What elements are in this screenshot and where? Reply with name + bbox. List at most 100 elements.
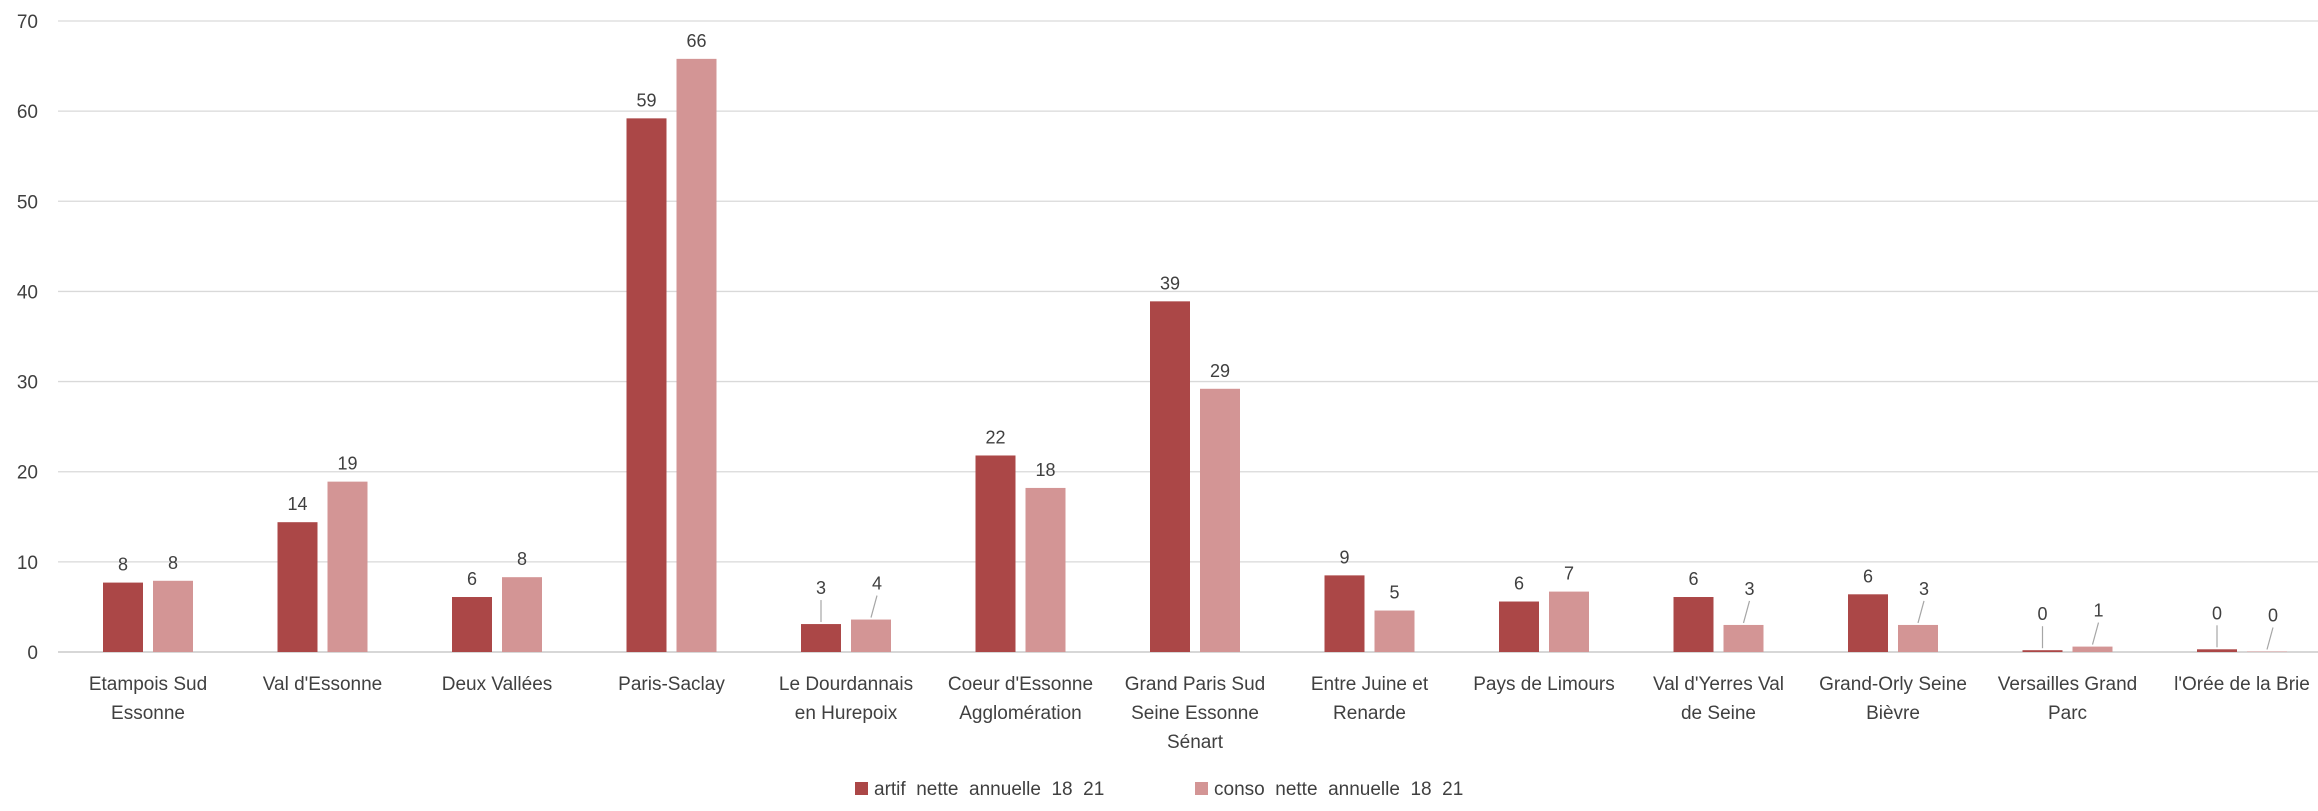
x-tick-label-line: en Hurepoix xyxy=(795,703,898,724)
y-tick-label: 40 xyxy=(17,282,38,303)
data-label: 59 xyxy=(636,90,656,110)
x-tick-label: Val d'Essonne xyxy=(263,674,382,695)
bar-artif xyxy=(2197,649,2237,652)
x-tick-label-line: Renarde xyxy=(1333,703,1406,724)
y-tick-label: 30 xyxy=(17,373,38,394)
y-tick-label: 60 xyxy=(17,102,38,123)
data-label: 66 xyxy=(686,31,706,51)
x-tick-label-line: Bièvre xyxy=(1866,703,1920,724)
data-label: 6 xyxy=(1863,566,1873,586)
x-tick-label-line: Val d'Essonne xyxy=(263,674,382,695)
x-tick-label-line: Entre Juine et xyxy=(1311,674,1429,695)
x-tick-label: Entre Juine et Renarde xyxy=(1311,674,1429,724)
x-tick-label-line: Versailles Grand xyxy=(1998,674,2137,695)
legend-label: conso nette annuelle 18 21 xyxy=(1214,779,1463,800)
bar-conso xyxy=(327,481,368,652)
x-tick-label-line: Agglomération xyxy=(959,703,1082,724)
legend-swatch xyxy=(1195,782,1208,795)
y-axis: 0 10 20 30 40 50 60 70 xyxy=(17,12,38,664)
bar-conso xyxy=(851,619,891,652)
data-label: 29 xyxy=(1210,361,1230,381)
x-tick-label-line: de Seine xyxy=(1681,703,1756,724)
x-tick-label: Paris-Saclay xyxy=(618,674,725,695)
y-tick-label: 50 xyxy=(17,192,38,213)
x-tick-label-line: Coeur d'Essonne xyxy=(948,674,1093,695)
x-tick-label-line: Grand Paris Sud xyxy=(1125,674,1265,695)
bar-artif xyxy=(1499,601,1539,652)
x-tick-label: Grand-Orly Seine Bièvre xyxy=(1819,674,1967,724)
data-label: 4 xyxy=(872,574,882,594)
x-tick-label-line: Parc xyxy=(2048,703,2087,724)
x-tick-label: Val d'Yerres Val de Seine xyxy=(1653,674,1784,724)
data-label: 8 xyxy=(118,555,128,575)
bars xyxy=(103,58,2287,653)
data-label: 8 xyxy=(168,553,178,573)
x-tick-label-line: l'Orée de la Brie xyxy=(2174,674,2310,695)
bar-artif xyxy=(277,522,318,652)
x-tick-label: Deux Vallées xyxy=(442,674,553,695)
bar-conso xyxy=(2072,646,2113,652)
x-tick-label-line: Grand-Orly Seine xyxy=(1819,674,1967,695)
bar-conso xyxy=(676,58,717,653)
data-label: 0 xyxy=(2212,603,2222,623)
data-labels: 8 8 14 19 6 8 59 66 3 4 22 18 39 29 9 5 6 7 6 3 6 3 0 1 0 0 xyxy=(118,31,2278,626)
bar-artif xyxy=(1848,594,1888,652)
x-tick-label-line: Pays de Limours xyxy=(1473,674,1615,695)
data-label: 3 xyxy=(1744,579,1754,599)
x-tick-label-line: Seine Essonne xyxy=(1131,703,1259,724)
legend: artif nette annuelle 18 21 conso nette an… xyxy=(855,779,1463,800)
bar-conso xyxy=(2247,651,2287,652)
x-tick-label: Grand Paris Sud Seine Essonne Sénart xyxy=(1125,674,1265,753)
bar-conso xyxy=(1025,487,1066,652)
x-tick-label-line: Sénart xyxy=(1167,732,1224,753)
label-leader xyxy=(1917,600,1925,624)
bar-artif xyxy=(1673,597,1714,652)
bar-conso xyxy=(502,577,542,652)
bar-conso xyxy=(1200,388,1240,652)
x-tick-label: l'Orée de la Brie xyxy=(2174,674,2310,695)
data-label: 8 xyxy=(517,549,527,569)
y-tick-label: 20 xyxy=(17,463,38,484)
bar-artif xyxy=(1150,301,1190,652)
bar-artif xyxy=(452,597,492,652)
x-tick-label: Le Dourdannais en Hurepoix xyxy=(779,674,913,724)
data-label: 18 xyxy=(1035,460,1055,480)
label-leader xyxy=(870,595,878,618)
label-leaders xyxy=(820,595,2274,650)
label-leader xyxy=(2266,627,2274,650)
data-label: 7 xyxy=(1564,564,1574,584)
x-tick-label: Versailles Grand Parc xyxy=(1998,674,2137,724)
data-label: 6 xyxy=(467,569,477,589)
x-tick-label: Pays de Limours xyxy=(1473,674,1615,695)
bar-artif xyxy=(626,118,667,652)
data-label: 3 xyxy=(816,578,826,598)
bar-artif xyxy=(2022,650,2063,652)
x-tick-label: Etampois Sud Essonne xyxy=(89,674,207,724)
bar-conso xyxy=(1374,610,1415,652)
data-label: 5 xyxy=(1389,583,1399,603)
data-label: 1 xyxy=(2093,601,2103,621)
x-tick-label-line: Essonne xyxy=(111,703,185,724)
bar-conso xyxy=(1549,591,1589,652)
bar-conso xyxy=(1723,624,1764,652)
bar-conso xyxy=(153,580,193,652)
data-label: 39 xyxy=(1160,273,1180,293)
x-tick-label-line: Paris-Saclay xyxy=(618,674,725,695)
legend-label: artif nette annuelle 18 21 xyxy=(874,779,1104,800)
data-label: 0 xyxy=(2037,604,2047,624)
x-tick-label-line: Deux Vallées xyxy=(442,674,553,695)
data-label: 22 xyxy=(985,427,1005,447)
label-leader xyxy=(1742,600,1751,624)
y-tick-label: 70 xyxy=(17,12,38,33)
x-tick-label-line: Etampois Sud xyxy=(89,674,207,695)
y-tick-label: 0 xyxy=(27,643,38,664)
bar-artif xyxy=(975,455,1016,652)
data-label: 6 xyxy=(1514,574,1524,594)
y-tick-label: 10 xyxy=(17,553,38,574)
bar-artif xyxy=(1324,575,1365,652)
label-leader xyxy=(2091,622,2100,645)
legend-swatch xyxy=(855,782,868,795)
x-tick-label: Coeur d'Essonne Agglomération xyxy=(948,674,1093,724)
